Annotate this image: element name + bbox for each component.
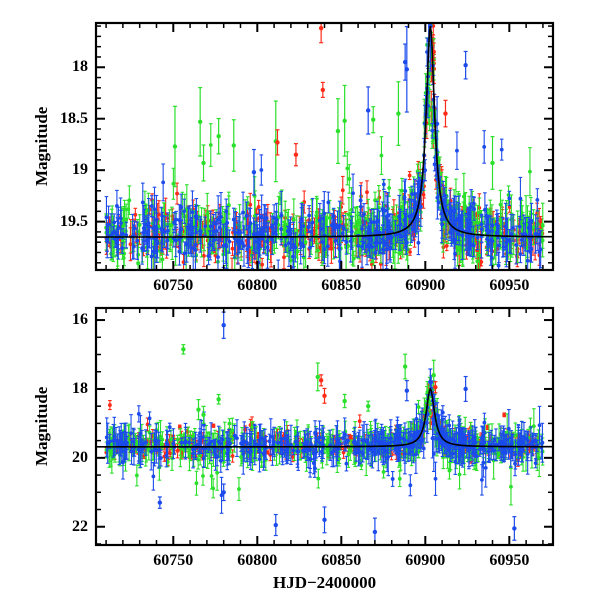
top-panel-canvas: [94, 21, 555, 272]
top-x-tick-60950: 60950: [489, 277, 530, 294]
bottom-panel-canvas: [94, 306, 555, 547]
model-curve: [97, 387, 552, 448]
top-panel: [94, 21, 555, 272]
top-x-tick-60900: 60900: [405, 277, 446, 294]
bottom-panel: [0, 300, 600, 600]
model-curve: [97, 25, 552, 238]
top-x-tick-60750: 60750: [153, 277, 194, 294]
top-y-tick-18.5: 18.5: [60, 109, 88, 127]
bottom-x-tick-60850: 60850: [321, 552, 362, 569]
notable-points: [172, 24, 495, 196]
axis-ticks: [96, 308, 553, 545]
x-axis-title: HJD−2400000: [273, 573, 377, 592]
bottom-y-tick-22: 22: [72, 517, 88, 535]
top-x-tick-60800: 60800: [237, 277, 278, 294]
top-x-tick-60850: 60850: [321, 277, 362, 294]
series-blue: [104, 24, 543, 269]
bottom-y-tick-18: 18: [72, 379, 88, 397]
top-y-tick-18: 18: [72, 58, 88, 76]
bottom-x-tick-60950: 60950: [489, 552, 530, 569]
bottom-y-tick-20: 20: [72, 448, 88, 466]
bottom-y-tick-16: 16: [72, 311, 88, 329]
bottom-x-tick-60800: 60800: [237, 552, 278, 569]
top-y-tick-19: 19: [72, 161, 88, 179]
top-y-tick-19.5: 19.5: [60, 212, 88, 230]
bottom-x-tick-60750: 60750: [153, 552, 194, 569]
notable-points: [157, 311, 517, 544]
bottom-x-tick-60900: 60900: [405, 552, 446, 569]
axis-ticks: [96, 23, 553, 270]
